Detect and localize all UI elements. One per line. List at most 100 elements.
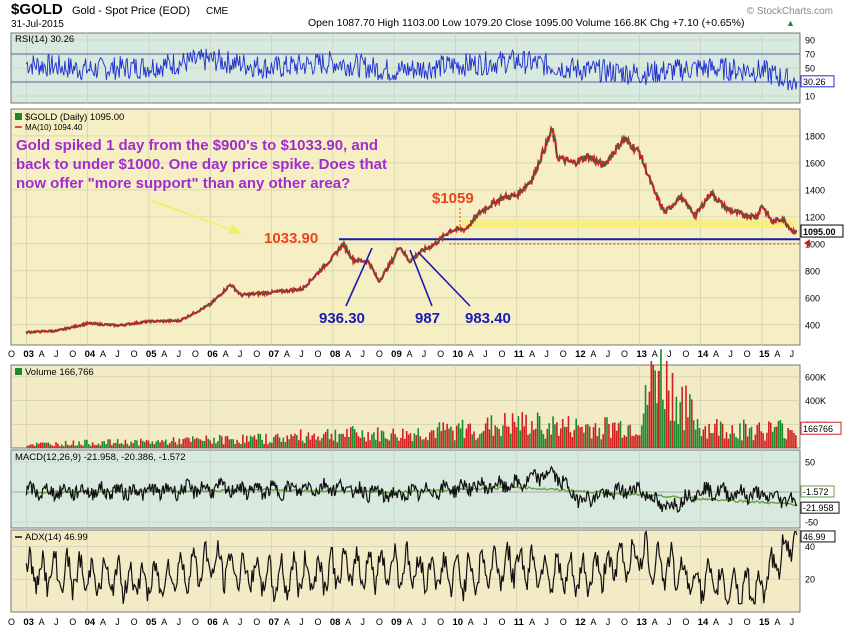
volume-bar (355, 432, 358, 448)
volume-bar (735, 437, 737, 448)
volume-bar (664, 409, 666, 448)
volume-bar (87, 444, 90, 448)
volume-bar (270, 442, 273, 448)
volume-bar (586, 424, 589, 448)
volume-bar (675, 396, 678, 448)
volume-bar (692, 420, 695, 448)
volume-bar (417, 428, 420, 448)
volume-bar (303, 443, 306, 448)
annotation-pointer-983 (417, 251, 471, 307)
volume-bar (84, 439, 86, 448)
volume-bar (384, 438, 387, 448)
volume-bar (544, 438, 547, 448)
volume-bar (523, 426, 525, 448)
volume-bar (748, 428, 751, 448)
volume-bar (178, 438, 181, 448)
volume-bar (369, 440, 371, 448)
volume-bar (742, 419, 745, 448)
volume-bar (209, 440, 211, 448)
volume-bar (35, 442, 38, 448)
volume-bar (633, 435, 635, 448)
volume-bar (488, 429, 491, 448)
volume-bar (375, 439, 377, 448)
volume-bar (45, 442, 48, 448)
volume-bar (120, 442, 123, 448)
volume-bar (461, 419, 464, 448)
volume-bar (153, 444, 156, 448)
volume-bar (319, 440, 321, 448)
volume-bar (563, 426, 566, 448)
volume-bar (712, 433, 714, 448)
time-axis-label-bottom: O (192, 617, 199, 627)
volume-bar (627, 425, 630, 448)
volume-bar (53, 445, 55, 448)
volume-bar (70, 444, 73, 448)
change-up-icon: ▲ (786, 18, 795, 28)
y-tick-label: -50 (805, 518, 818, 528)
time-axis-label-top: 13 (636, 349, 647, 360)
time-axis-label-top: J (115, 349, 120, 359)
price-line-green (25, 126, 797, 334)
volume-bar (222, 444, 225, 448)
time-axis-label-bottom: O (682, 617, 689, 627)
volume-bar (498, 428, 500, 448)
volume-bar (66, 444, 69, 448)
volume-bar (376, 427, 379, 448)
volume-bar (207, 438, 210, 448)
volume-bar (536, 412, 539, 448)
time-axis-label-bottom: 08 (330, 617, 341, 628)
volume-bar (567, 416, 570, 448)
volume-bar (577, 425, 579, 448)
time-axis-label-bottom: A (284, 617, 290, 627)
time-axis-label-bottom: J (544, 617, 549, 627)
volume-bar (779, 420, 782, 448)
volume-bar (650, 360, 653, 448)
volume-bar (463, 438, 466, 448)
volume-bar (330, 433, 333, 448)
volume-bar (739, 423, 741, 448)
y-tick-label: 1400 (805, 185, 825, 195)
volume-bar (727, 438, 730, 448)
volume-bar (573, 429, 576, 448)
volume-bar (673, 420, 676, 448)
volume-bar (513, 421, 516, 448)
time-axis-label-bottom: A (161, 617, 167, 627)
annotation-low-936: 936.30 (319, 310, 365, 327)
volume-bar (82, 445, 84, 448)
volume-bar (49, 444, 52, 448)
macd-value: -21.958 (803, 503, 834, 513)
volume-bar (787, 427, 789, 448)
volume-bar (109, 439, 111, 448)
adx-legend: ADX(14) 46.99 (25, 532, 88, 543)
volume-bar (91, 442, 94, 448)
volume-bar (596, 436, 599, 448)
volume-bar (717, 435, 720, 448)
volume-last-value-box (800, 421, 842, 435)
y-tick-label: 50 (805, 64, 815, 74)
time-axis-label-bottom: O (498, 617, 505, 627)
volume-bar (215, 443, 217, 448)
volume-bar (610, 437, 612, 448)
annotation-level-1033: 1033.90 (264, 230, 318, 247)
rsi-last-value: 30.26 (803, 77, 826, 87)
macd-panel-bg (10, 449, 801, 529)
time-axis-label-top: O (8, 349, 15, 359)
time-axis-label-bottom: J (54, 617, 59, 627)
volume-bar (714, 423, 716, 448)
time-axis-label-bottom: O (621, 617, 628, 627)
volume-bar (230, 439, 233, 448)
volume-bar (490, 415, 493, 448)
volume-bar (342, 433, 344, 448)
volume-bar (546, 428, 549, 448)
macd-legend: MACD(12,26,9) -21.958, -20.386, -1.572 (15, 452, 186, 463)
annotation-arrow-line (149, 199, 233, 231)
volume-bar (440, 431, 443, 448)
volume-bar (55, 442, 57, 448)
volume-bar (43, 442, 46, 448)
time-axis-label-bottom: 09 (391, 617, 402, 628)
volume-bar (168, 443, 171, 448)
volume-bar (259, 433, 262, 448)
volume-bar (324, 431, 327, 448)
volume-bar (521, 412, 524, 448)
volume-bar (533, 429, 535, 448)
